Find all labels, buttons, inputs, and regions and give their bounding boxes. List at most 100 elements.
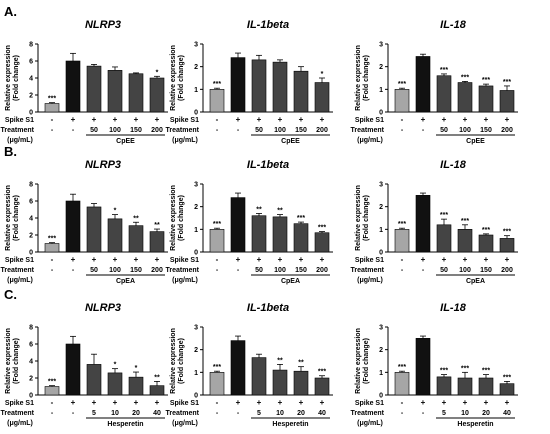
spike-sign: + <box>421 398 426 407</box>
bar <box>457 377 473 396</box>
spike-sign: + <box>71 115 76 124</box>
dose-label: - <box>216 127 219 134</box>
dose-label: 200 <box>316 267 328 274</box>
spike-sign: + <box>505 255 510 264</box>
y-tick-label: 2 <box>29 376 33 383</box>
bar <box>499 90 515 113</box>
bar <box>457 229 473 253</box>
spike-sign: + <box>155 115 160 124</box>
treatment-row-label: Treatment <box>1 410 35 417</box>
y-axis-label: Relative expression <box>5 328 12 394</box>
dose-label: 150 <box>130 127 142 134</box>
y-tick-label: 1 <box>194 370 198 377</box>
y-tick-label: 0 <box>379 393 383 400</box>
chart-title: IL-18 <box>440 302 467 314</box>
y-tick-label: 8 <box>29 42 33 49</box>
spike-sign: + <box>299 255 304 264</box>
y-tick-label: 0 <box>379 250 383 257</box>
chart-panel: NLRP3 Relative expression (Fold change) 0 2 4… <box>1 302 168 428</box>
spike-sign: + <box>505 115 510 124</box>
y-axis-label: Relative expression <box>5 185 12 251</box>
y-tick-label: 2 <box>379 64 383 71</box>
treatment-row-label: Treatment <box>351 127 385 134</box>
significance-mark: *** <box>461 365 469 372</box>
spike-sign: + <box>278 398 283 407</box>
bar <box>86 65 102 113</box>
dose-label: 100 <box>459 127 471 134</box>
bar <box>272 369 288 396</box>
bar <box>209 372 225 396</box>
dose-label: - <box>401 127 404 134</box>
spike-sign: + <box>505 398 510 407</box>
chart-title: NLRP3 <box>85 19 121 31</box>
spike-sign: + <box>463 255 468 264</box>
bar <box>107 70 123 113</box>
spike-sign: + <box>236 398 241 407</box>
spike-sign: + <box>134 115 139 124</box>
spike-sign: + <box>257 255 262 264</box>
y-tick-label: 2 <box>29 93 33 100</box>
y-axis-label: Relative expression <box>170 45 177 111</box>
dose-label: - <box>51 267 54 274</box>
spike-sign: + <box>134 398 139 407</box>
bar <box>65 60 81 113</box>
bar <box>251 59 267 113</box>
significance-mark: ** <box>256 206 262 213</box>
y-tick-label: 2 <box>379 347 383 354</box>
dose-label: - <box>216 410 219 417</box>
significance-mark: *** <box>48 379 56 386</box>
row-label: B. <box>4 144 17 159</box>
bar <box>394 372 410 396</box>
chart-panel: IL-18 Relative expression (Fold change) 0 1 2… <box>351 159 518 285</box>
spike-sign: - <box>216 255 219 264</box>
unit-label: (μg/mL) <box>357 277 383 284</box>
spike-sign: + <box>299 115 304 124</box>
spike-sign: + <box>484 398 489 407</box>
bar <box>478 85 494 113</box>
dose-label: 100 <box>109 267 121 274</box>
significance-mark: ** <box>154 374 160 381</box>
spike-sign: + <box>278 255 283 264</box>
bar <box>86 364 102 396</box>
bar <box>436 376 452 396</box>
dose-label: 5 <box>257 410 261 417</box>
bar <box>499 238 515 253</box>
spike-sign: + <box>257 115 262 124</box>
compound-label: CpEA <box>281 278 300 285</box>
chart-title: NLRP3 <box>85 302 121 314</box>
bar <box>128 73 144 113</box>
dose-label: - <box>401 410 404 417</box>
bar <box>272 61 288 113</box>
y-tick-label: 1 <box>379 370 383 377</box>
significance-mark: *** <box>440 67 448 74</box>
dose-label: - <box>422 267 425 274</box>
y-tick-label: 4 <box>29 76 33 83</box>
unit-label: (μg/mL) <box>172 420 198 427</box>
chart-title: NLRP3 <box>85 159 121 171</box>
compound-label: CpEE <box>116 138 135 145</box>
spike-sign: + <box>71 398 76 407</box>
spike-row-label: Spike S1 <box>5 117 34 124</box>
spike-sign: + <box>134 255 139 264</box>
y-tick-label: 3 <box>194 42 198 49</box>
spike-sign: + <box>257 398 262 407</box>
treatment-row-label: Treatment <box>166 410 200 417</box>
treatment-row-label: Treatment <box>1 127 35 134</box>
significance-mark: *** <box>461 218 469 225</box>
bar <box>436 224 452 253</box>
y-tick-label: 2 <box>194 347 198 354</box>
spike-sign: + <box>463 115 468 124</box>
spike-sign: - <box>51 255 54 264</box>
spike-sign: + <box>463 398 468 407</box>
bar <box>230 57 246 113</box>
y-tick-label: 1 <box>379 227 383 234</box>
bar <box>209 229 225 253</box>
bar <box>394 89 410 113</box>
spike-sign: + <box>421 255 426 264</box>
dose-label: - <box>237 127 240 134</box>
dose-label: 20 <box>132 410 140 417</box>
spike-sign: + <box>320 398 325 407</box>
dose-label: 40 <box>153 410 161 417</box>
dose-label: 10 <box>111 410 119 417</box>
dose-label: 40 <box>318 410 326 417</box>
